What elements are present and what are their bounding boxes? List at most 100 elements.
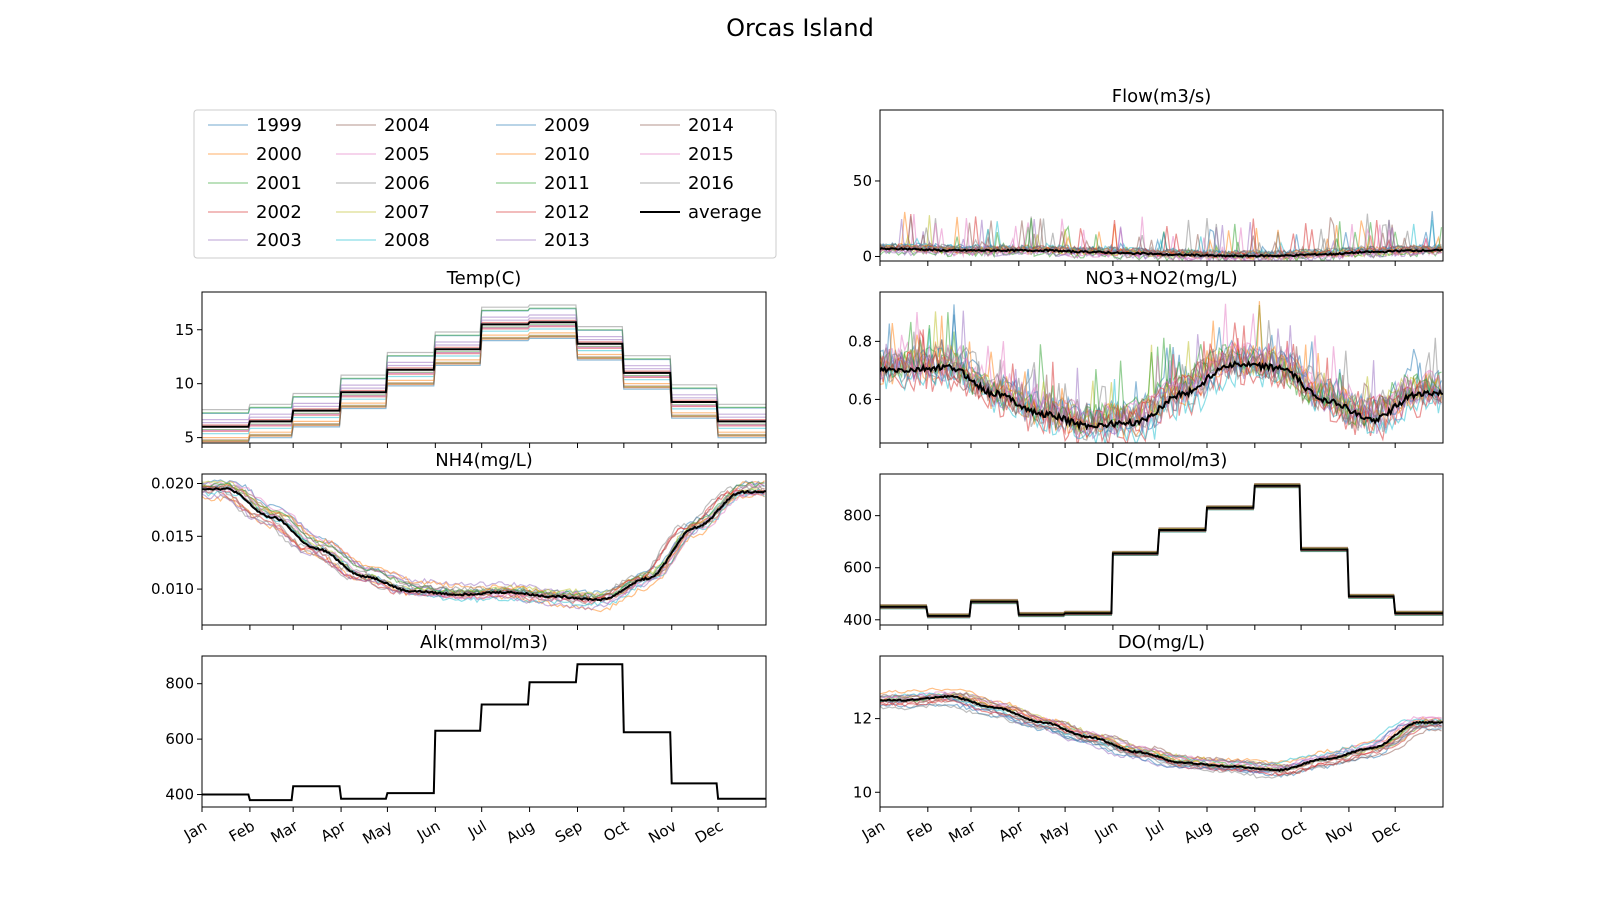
x-tick-label: Jul — [1142, 817, 1168, 842]
panel-no3-no2-mg-l: NO3+NO2(mg/L) 0.6 0.8 — [848, 268, 1444, 448]
x-tick-label: May — [360, 817, 396, 848]
legend-label: 2002 — [256, 202, 302, 223]
series-line-2011 — [202, 663, 766, 801]
x-tick-label: Apr — [995, 816, 1027, 845]
y-tick-label: 0.020 — [151, 475, 194, 493]
panel-temp-c: Temp(C) 5 10 15 — [175, 268, 767, 448]
y-tick-label: 0.010 — [151, 580, 194, 598]
legend: 1999 2000 2001 2002 2003 2004 2005 2006 2007 2008… — [193, 109, 777, 259]
legend-label: 2001 — [256, 173, 302, 194]
panel-nh4-mg-l: NH4(mg/L) 0.010 0.015 0.020 — [151, 450, 767, 630]
x-tick-label: Apr — [318, 816, 350, 845]
panel-title: DO(mg/L) — [1118, 632, 1205, 653]
series-line-2014 — [202, 335, 766, 442]
series-line-2014 — [880, 483, 1443, 615]
panel-title: NH4(mg/L) — [435, 450, 533, 471]
series-line-2015 — [202, 325, 766, 431]
y-tick-label: 600 — [165, 730, 194, 748]
x-tick-label: Aug — [1181, 817, 1215, 847]
panel-dic-mmol-m3: DIC(mmol/m3) 400 600 800 — [843, 450, 1444, 630]
y-tick-label: 0.6 — [848, 390, 872, 408]
series-line-2015 — [202, 663, 766, 801]
legend-label: 2016 — [688, 173, 734, 194]
series-line-average — [880, 694, 1443, 773]
series-line-2007 — [202, 663, 766, 801]
series-line-2010 — [202, 663, 766, 801]
x-tick-label: Jan — [858, 817, 888, 845]
series-line-2014 — [880, 346, 1442, 435]
series-group — [202, 663, 766, 802]
x-tick-label: Jul — [464, 817, 490, 842]
series-line-2011 — [880, 486, 1443, 619]
legend-label: 2008 — [384, 230, 430, 251]
legend-label: 2009 — [544, 115, 590, 136]
series-line-average — [880, 247, 1443, 258]
legend-label: 2013 — [544, 230, 590, 251]
series-line-2006 — [880, 702, 1442, 779]
series-line-2009 — [880, 695, 1442, 773]
y-tick-label: 10 — [853, 783, 872, 801]
x-tick-label: Jun — [413, 817, 443, 845]
legend-label: 2003 — [256, 230, 302, 251]
x-tick-label: Dec — [1369, 817, 1403, 847]
panel-alk-mmol-m3: Alk(mmol/m3) 400 600 800 Jan Feb Mar Apr May Jun J… — [165, 632, 767, 848]
legend-label: 2014 — [688, 115, 734, 136]
series-line-2001 — [202, 663, 766, 801]
legend-label: 2000 — [256, 144, 302, 165]
x-tick-label: Nov — [645, 817, 679, 847]
x-tick-label: Mar — [945, 816, 979, 846]
series-line-average — [880, 360, 1443, 431]
x-tick-label: Nov — [1323, 817, 1357, 847]
legend-label: 2011 — [544, 173, 590, 194]
panel-do-mg-l: DO(mg/L) 10 12 Jan Feb Mar Apr May Jun Jul Aug Sep O… — [853, 632, 1444, 848]
series-line-2009 — [202, 663, 766, 801]
x-tick-label: Oct — [600, 817, 632, 846]
legend-label: 2004 — [384, 115, 430, 136]
series-line-2015 — [880, 313, 1443, 424]
x-tick-label: Jun — [1091, 817, 1121, 845]
series-group — [880, 687, 1443, 779]
series-line-2000 — [202, 663, 766, 801]
legend-label: 2005 — [384, 144, 430, 165]
series-line-2013 — [202, 663, 766, 801]
series-line-2003 — [202, 663, 766, 801]
x-tick-label: Feb — [226, 817, 258, 846]
series-line-average — [202, 321, 766, 428]
y-tick-label: 50 — [853, 172, 872, 190]
series-line-2012 — [202, 663, 766, 801]
series-line-average — [880, 484, 1443, 617]
y-tick-label: 400 — [165, 786, 194, 804]
x-tick-label: Sep — [1229, 817, 1262, 847]
legend-label: 2015 — [688, 144, 734, 165]
series-group — [202, 304, 766, 443]
series-line-2012 — [202, 485, 765, 603]
series-line-2006 — [202, 663, 766, 801]
legend-frame — [193, 109, 777, 259]
legend-label: 2010 — [544, 144, 590, 165]
series-group — [880, 301, 1443, 443]
y-tick-label: 600 — [843, 559, 872, 577]
y-tick-label: 5 — [184, 429, 194, 447]
series-line-average — [202, 487, 766, 602]
legend-label: 2012 — [544, 202, 590, 223]
y-tick-label: 10 — [175, 375, 194, 393]
axes-frame — [879, 473, 1444, 626]
y-tick-label: 15 — [175, 321, 194, 339]
series-line-2016 — [880, 216, 1442, 258]
panel-title: Flow(m3/s) — [1112, 86, 1212, 107]
series-line-2004 — [202, 663, 766, 801]
series-group — [202, 479, 766, 613]
axes-frame — [879, 655, 1444, 808]
y-tick-label: 0.015 — [151, 527, 194, 545]
panel-title: NO3+NO2(mg/L) — [1085, 268, 1237, 289]
series-line-2008 — [880, 219, 1442, 258]
x-tick-label: Dec — [692, 817, 726, 847]
axes-frame — [879, 291, 1444, 444]
x-tick-label: Jan — [180, 817, 210, 845]
y-tick-label: 400 — [843, 611, 872, 629]
series-line-2016 — [202, 484, 765, 602]
series-line-2016 — [880, 320, 1442, 431]
series-line-1999 — [880, 703, 1442, 778]
series-line-2015 — [202, 486, 765, 605]
